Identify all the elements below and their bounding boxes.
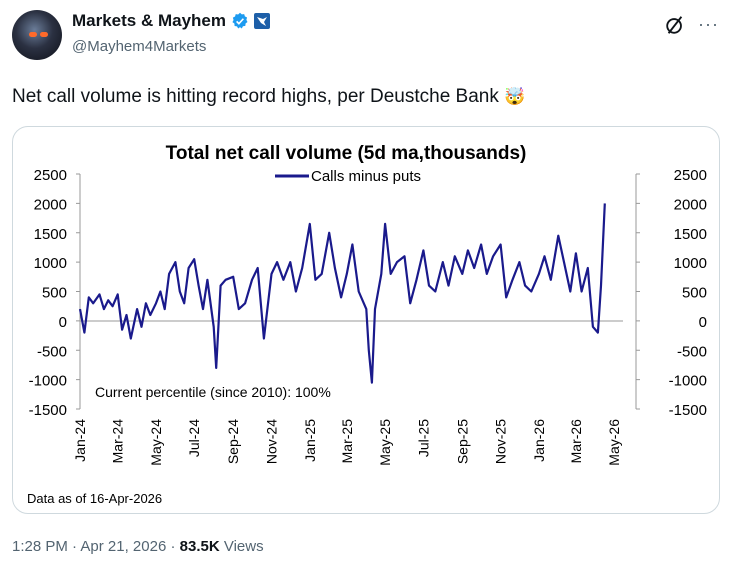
author-display-name[interactable]: Markets & Mayhem — [72, 11, 227, 30]
chart-footnote: Data as of 16-Apr-2026 — [27, 491, 162, 506]
views-count: 83.5K — [179, 538, 220, 555]
y-tick-label-left: -1500 — [29, 402, 67, 419]
y-tick-label-left: 1000 — [34, 255, 67, 272]
tweet-meta: 1:28 PM · Apr 21, 2026 · 83.5K Views — [12, 538, 264, 555]
avatar[interactable] — [12, 10, 62, 60]
y-tick-label-right: 1000 — [674, 255, 707, 272]
x-tick-label: Jan-24 — [72, 419, 88, 462]
views-label: Views — [223, 538, 264, 555]
y-tick-label-right: 1500 — [674, 226, 707, 243]
chart-annotation: Current percentile (since 2010): 100% — [95, 384, 331, 400]
y-tick-label-right: -500 — [677, 343, 707, 360]
x-tick-label: Nov-24 — [263, 419, 279, 464]
legend-label: Calls minus puts — [311, 168, 421, 185]
y-tick-label-right: 2500 — [674, 167, 707, 184]
x-tick-label: May-24 — [148, 419, 164, 466]
x-tick-label: Nov-25 — [493, 419, 509, 464]
x-tick-label: May-26 — [606, 419, 622, 466]
y-tick-label-left: -1000 — [29, 373, 67, 390]
chart-title: Total net call volume (5d ma,thousands) — [166, 143, 527, 164]
series-line-calls-minus-puts — [78, 203, 606, 384]
tweet-body: Net call volume is hitting record highs,… — [12, 86, 499, 107]
y-tick-label-left: 0 — [59, 314, 67, 331]
y-tick-label-right: -1000 — [669, 373, 707, 390]
exploding-head-emoji: 🤯 — [504, 87, 526, 106]
meta-separator: · — [72, 538, 78, 555]
x-tick-label: Jul-25 — [415, 419, 431, 457]
y-tick-label-left: 2500 — [34, 167, 67, 184]
grok-icon[interactable] — [664, 14, 686, 36]
tweet-date[interactable]: Apr 21, 2026 — [80, 538, 167, 555]
tweet-text: Net call volume is hitting record highs,… — [12, 86, 525, 108]
y-tick-label-left: 2000 — [34, 196, 67, 213]
x-tick-label: Mar-25 — [339, 419, 355, 464]
tweet-time[interactable]: 1:28 PM — [12, 538, 68, 555]
tweet-media-chart[interactable]: Total net call volume (5d ma,thousands) … — [12, 126, 720, 514]
author-handle[interactable]: @Mayhem4Markets — [72, 38, 207, 55]
x-tick-label: Sep-25 — [454, 419, 470, 464]
x-tick-label: Sep-24 — [225, 419, 241, 464]
affiliate-badge-icon[interactable] — [254, 13, 271, 29]
more-options-icon[interactable]: ··· — [698, 14, 719, 34]
y-tick-label-right: 500 — [682, 285, 707, 302]
x-tick-label: Mar-24 — [110, 419, 126, 464]
x-tick-label: Mar-26 — [568, 419, 584, 464]
verified-badge-icon — [232, 12, 248, 29]
y-tick-label-left: -500 — [37, 343, 67, 360]
avatar-eye — [29, 32, 37, 37]
y-tick-label-right: -1500 — [669, 402, 707, 419]
x-tick-label: Jan-26 — [531, 419, 547, 462]
y-tick-label-left: 1500 — [34, 226, 67, 243]
y-tick-label-right: 2000 — [674, 196, 707, 213]
x-tick-label: May-25 — [377, 419, 393, 466]
y-tick-label-right: 0 — [699, 314, 707, 331]
line-chart: Total net call volume (5d ma,thousands) … — [27, 143, 707, 506]
author-name-row: Markets & Mayhem — [72, 11, 271, 31]
avatar-eye — [40, 32, 48, 37]
meta-separator: · — [170, 538, 176, 555]
x-tick-label: Jan-25 — [302, 419, 318, 462]
x-tick-label: Jul-24 — [186, 419, 202, 457]
y-tick-label-left: 500 — [42, 285, 67, 302]
